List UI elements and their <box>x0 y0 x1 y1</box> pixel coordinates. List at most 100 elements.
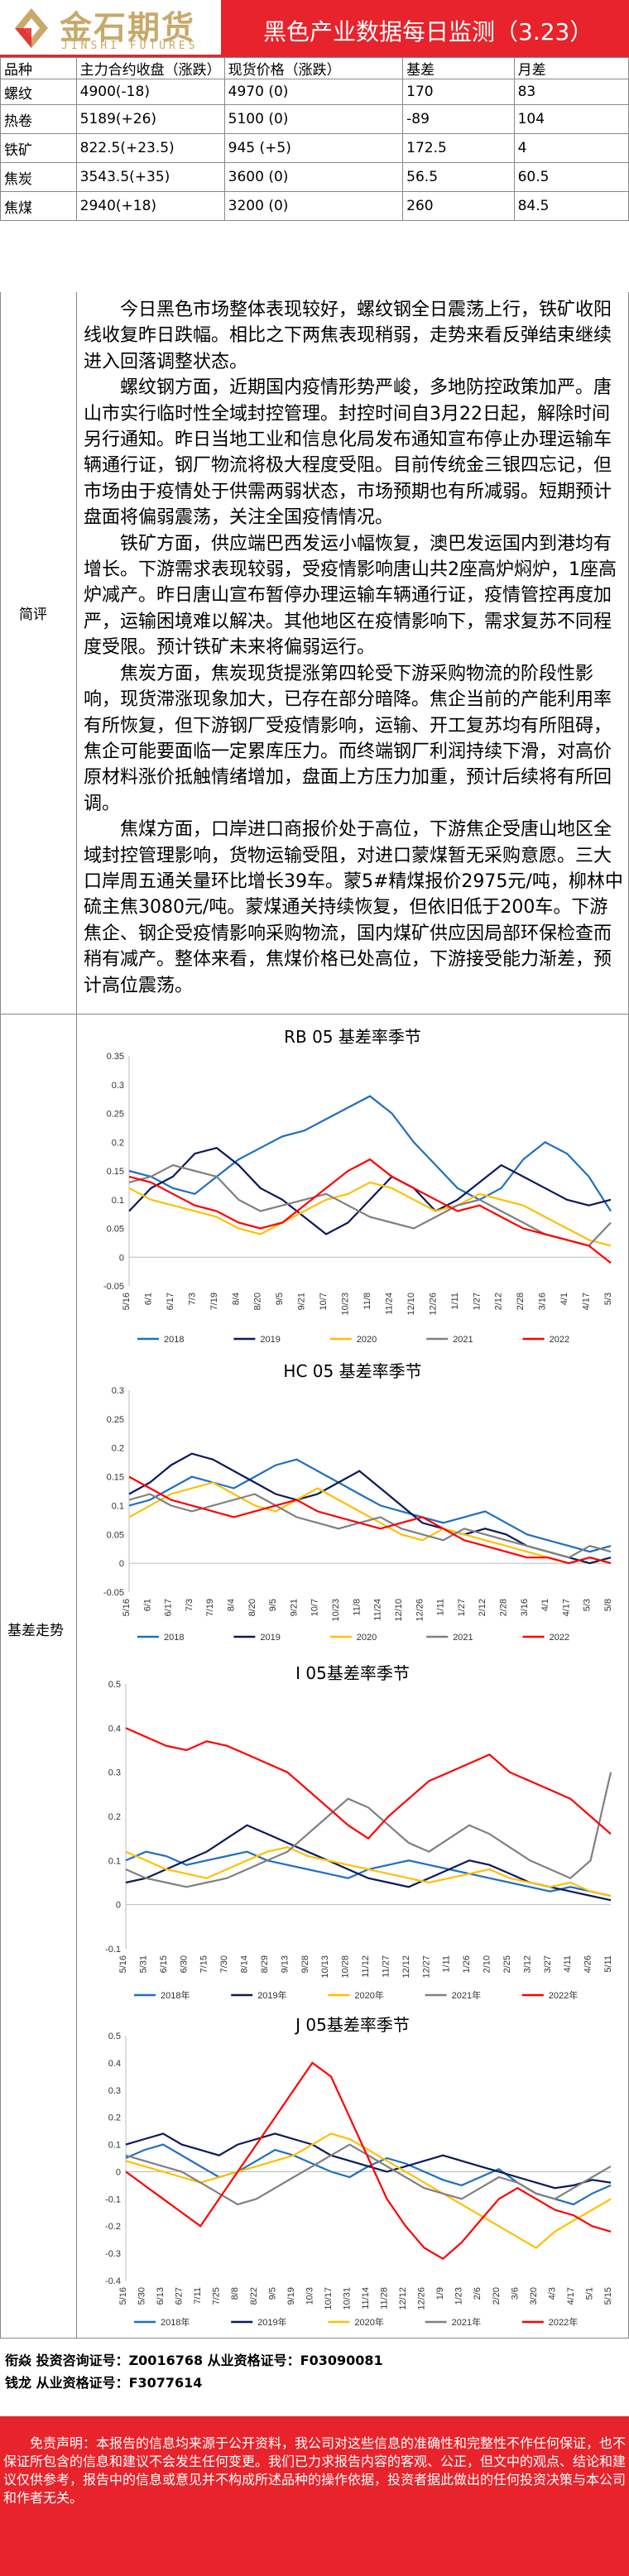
x-tick-label: 12/26 <box>415 1599 425 1622</box>
table-cell: 5189(+26) <box>75 104 225 134</box>
table-cell: 104 <box>513 104 629 134</box>
x-tick-label: 12/10 <box>394 1599 404 1622</box>
table-cell: 260 <box>402 191 515 221</box>
x-tick-label: 4/17 <box>561 1599 571 1616</box>
j-chart-svg: J 05基差率季节 0.5 0.4 0.3 0.2 0.1 0 -0.1 -0.2 -0.3 -0.… <box>105 2015 613 2328</box>
legend-label: 2019 <box>260 1335 280 1345</box>
table-cell: 5100 (0) <box>223 104 404 134</box>
x-tick-label: 9/21 <box>297 1293 307 1310</box>
x-tick-label: 9/19 <box>286 2287 296 2305</box>
series-line-2020 <box>128 1181 612 1247</box>
x-tick-label: 10/7 <box>319 1293 329 1310</box>
logo-chinese-name: 金石期货 <box>60 10 196 47</box>
x-tick-label: 5/16 <box>122 1599 132 1616</box>
chart-title: HC 05 基差率季节 <box>283 1361 421 1381</box>
x-tick-label: 9/28 <box>300 1955 310 1973</box>
x-tick-label: 1/23 <box>454 2287 464 2305</box>
x-tick-label: 8/20 <box>253 1293 263 1310</box>
table-header-cell: 品种 <box>0 57 77 79</box>
x-tick-label: 10/23 <box>331 1599 341 1622</box>
x-tick-label: 7/15 <box>199 1955 209 1973</box>
y-tick-label: -0.2 <box>105 2222 121 2232</box>
hc-chart-svg: HC 05 基差率季节0.30.250.20.150.10.050-0.055/… <box>103 1361 613 1643</box>
y-tick-label: 0.3 <box>108 1768 121 1778</box>
j-chart: J 05基差率季节 0.5 0.4 0.3 0.2 0.1 0 -0.1 -0.2 -0.3 -0.… <box>83 2011 622 2334</box>
x-tick-label: 7/3 <box>185 1599 194 1611</box>
y-tick-label: 0 <box>119 1253 124 1263</box>
x-tick-label: 5/30 <box>137 2287 147 2305</box>
chart-title: RB 05 基差率季节 <box>284 1027 421 1047</box>
review-label-cell: 简评 <box>1 292 77 1015</box>
y-tick-label: -0.1 <box>105 1945 121 1955</box>
x-tick-label: 1/11 <box>450 1293 460 1310</box>
legend-label: 2022 <box>550 1335 569 1345</box>
table-header-cell: 月差 <box>513 57 629 79</box>
x-tick-label: 5/16 <box>122 1293 132 1310</box>
basis-label: 基差走势 <box>7 1623 64 1639</box>
x-tick-label: 7/3 <box>187 1293 197 1305</box>
table-header-row: 品种 主力合约收盘（涨跌） 现货价格（涨跌） 基差 月差 <box>0 57 629 79</box>
x-tick-label: 11/8 <box>352 1599 362 1616</box>
series-line-2018 <box>128 1458 612 1553</box>
x-tick-label: 11/14 <box>361 2287 371 2310</box>
x-tick-label: 5/1 <box>584 2287 594 2300</box>
legend-label: 2019年 <box>257 2316 286 2328</box>
y-tick-label: 0.1 <box>112 1501 124 1511</box>
legend-label: 2022 <box>550 1633 569 1643</box>
x-tick-label: 11/8 <box>363 1293 372 1310</box>
review-paragraph: 今日黑色市场整体表现较好，螺纹钢全日震荡上行，铁矿收阳线收复昨日跌幅。相比之下两… <box>84 300 612 372</box>
x-tick-label: 6/1 <box>142 1599 152 1611</box>
y-tick-label: 0.4 <box>108 2059 121 2069</box>
company-logo: 金石期货 JINSHI FUTURES <box>0 0 221 57</box>
series-line-2020年 <box>125 2132 612 2249</box>
x-tick-label: 6/15 <box>159 1955 169 1973</box>
y-tick-label: 0.2 <box>112 1138 124 1148</box>
y-tick-label: 0.2 <box>112 1444 124 1454</box>
x-tick-label: 10/28 <box>341 1955 351 1979</box>
y-tick-label: 0.1 <box>108 1856 121 1866</box>
table-cell: 60.5 <box>513 162 629 192</box>
x-tick-label: 11/24 <box>384 1293 394 1315</box>
analyst-line-2: 钱龙 从业资格证号：F3077614 <box>5 2375 203 2391</box>
x-tick-label: 8/22 <box>249 2287 259 2305</box>
y-tick-label: 0.25 <box>107 1415 124 1425</box>
x-tick-label: 4/26 <box>583 1955 593 1973</box>
y-tick-label: 0.25 <box>107 1110 124 1120</box>
x-tick-label: 3/6 <box>510 2287 520 2300</box>
x-tick-label: 6/30 <box>179 1955 189 1973</box>
legend-label: 2020年 <box>354 1989 383 2001</box>
y-tick-label: 0.05 <box>107 1225 124 1235</box>
x-tick-label: 9/5 <box>267 2287 277 2300</box>
table-cell: 3543.5(+35) <box>75 162 225 192</box>
review-paragraph: 螺纹钢方面，近期国内疫情形势严峻，多地防控政策加严。唐山市实行临时性全域封控管理… <box>84 377 612 529</box>
review-label: 简评 <box>19 607 47 623</box>
hc-chart: HC 05 基差率季节 0.3 0.25 0.2 0.15 0.1 0.05 0 -0.05 5/… <box>83 1357 622 1648</box>
series-line-2018年 <box>125 2143 612 2206</box>
x-tick-label: 8/14 <box>240 1955 250 1973</box>
analyst-line-1: 衔焱 投资咨询证号：Z0016768 从业资格证号：F03090081 <box>5 2353 383 2368</box>
x-tick-label: 10/23 <box>341 1293 351 1316</box>
series-line-2021年 <box>125 2143 612 2206</box>
x-tick-label: 5/3 <box>583 1599 593 1611</box>
x-tick-label: 1/9 <box>435 2287 445 2300</box>
i-chart: I 05基差率季节 0.5 0.4 0.3 0.2 0.1 0 -0.1 5/16 5/31 6/1… <box>83 1659 622 2007</box>
y-tick-label: 0.05 <box>107 1530 124 1540</box>
y-tick-label: -0.05 <box>103 1282 124 1292</box>
y-tick-label: 0.2 <box>108 2113 121 2123</box>
x-tick-label: 10/13 <box>320 1955 330 1979</box>
basis-label-cell: 基差走势 <box>1 1015 77 2339</box>
logo-english-name: JINSHI FUTURES <box>61 40 199 52</box>
disclaimer-box: 免责声明：本报告的信息均来源于公开资料，我公司对这些信息的准确性和完整性不作任何… <box>0 2416 629 2576</box>
y-tick-label: 0.15 <box>107 1473 124 1483</box>
x-tick-label: 3/12 <box>522 1955 532 1973</box>
table-row: 焦炭 3543.5(+35) 3600 (0) 56.5 60.5 <box>0 162 629 192</box>
table-cell: 螺纹 <box>0 79 77 105</box>
y-tick-label: 0.15 <box>107 1167 124 1177</box>
review-paragraph: 焦煤方面，口岸进口商报价处于高位，下游焦企受唐山地区全域封控管理影响，货物运输受… <box>84 819 623 996</box>
y-tick-label: -0.4 <box>105 2276 121 2286</box>
legend-label: 2019 <box>260 1633 280 1643</box>
x-tick-label: 11/28 <box>380 2287 390 2310</box>
table-cell: 822.5(+23.5) <box>75 133 225 163</box>
y-tick-label: 0 <box>116 2167 121 2177</box>
x-tick-label: 12/10 <box>406 1293 416 1316</box>
